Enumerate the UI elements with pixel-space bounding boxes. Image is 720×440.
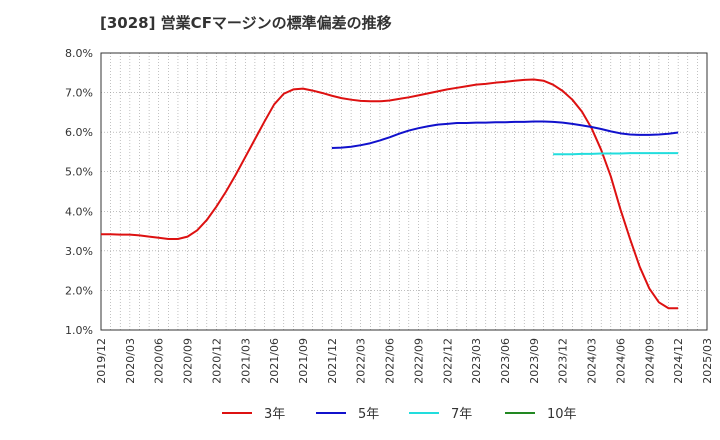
y-tick-label: 3.0% bbox=[65, 245, 93, 258]
x-tick-label: 2022/09 bbox=[412, 338, 425, 384]
x-tick-label: 2022/06 bbox=[384, 338, 397, 384]
x-tick-label: 2023/12 bbox=[557, 338, 570, 384]
x-tick-label: 2025/03 bbox=[701, 338, 714, 384]
chart-title: [3028] 営業CFマージンの標準偏差の推移 bbox=[100, 14, 392, 32]
x-tick-label: 2021/09 bbox=[297, 338, 310, 384]
x-tick-label: 2022/12 bbox=[441, 338, 454, 384]
legend-label-0: 3年 bbox=[264, 407, 285, 422]
x-tick-label: 2022/03 bbox=[355, 338, 368, 384]
x-tick-label: 2020/03 bbox=[124, 338, 137, 384]
x-tick-label: 2023/03 bbox=[470, 338, 483, 384]
x-tick-label: 2021/06 bbox=[268, 338, 281, 384]
legend-label-1: 5年 bbox=[358, 407, 379, 422]
y-tick-label: 6.0% bbox=[65, 126, 93, 139]
x-tick-label: 2024/09 bbox=[643, 338, 656, 384]
y-tick-label: 8.0% bbox=[65, 47, 93, 60]
series-line-2 bbox=[553, 152, 679, 156]
series-layer bbox=[101, 78, 679, 310]
y-tick-label: 5.0% bbox=[65, 166, 93, 179]
legend-label-2: 7年 bbox=[451, 407, 472, 422]
x-tick-label: 2024/12 bbox=[672, 338, 685, 384]
x-tick-label: 2024/06 bbox=[614, 338, 627, 384]
plot-background bbox=[101, 53, 707, 330]
y-tick-label: 7.0% bbox=[65, 87, 93, 100]
grid-layer bbox=[100, 52, 708, 331]
x-tick-label: 2023/09 bbox=[528, 338, 541, 384]
x-tick-label: 2024/03 bbox=[586, 338, 599, 384]
x-tick-label: 2021/12 bbox=[326, 338, 339, 384]
legend-label-3: 10年 bbox=[547, 407, 577, 422]
legend: 3年 5年 7年 10年 bbox=[222, 407, 577, 422]
y-tick-label: 4.0% bbox=[65, 205, 93, 218]
axis-layer: 1.0% 2.0% 3.0% 4.0% 5.0% 6.0% 7.0% 8.0% 2019/12 2… bbox=[65, 47, 714, 384]
y-tick-label: 1.0% bbox=[65, 324, 93, 337]
x-tick-label: 2019/12 bbox=[95, 338, 108, 384]
x-tick-label: 2021/03 bbox=[239, 338, 252, 384]
y-tick-label: 2.0% bbox=[65, 284, 93, 297]
series-line-1 bbox=[331, 120, 679, 149]
plot-border bbox=[100, 52, 708, 331]
series-line-0 bbox=[101, 78, 679, 310]
x-tick-label: 2023/06 bbox=[499, 338, 512, 384]
x-tick-label: 2020/12 bbox=[210, 338, 223, 384]
x-tick-label: 2020/06 bbox=[153, 338, 166, 384]
x-tick-label: 2020/09 bbox=[182, 338, 195, 384]
